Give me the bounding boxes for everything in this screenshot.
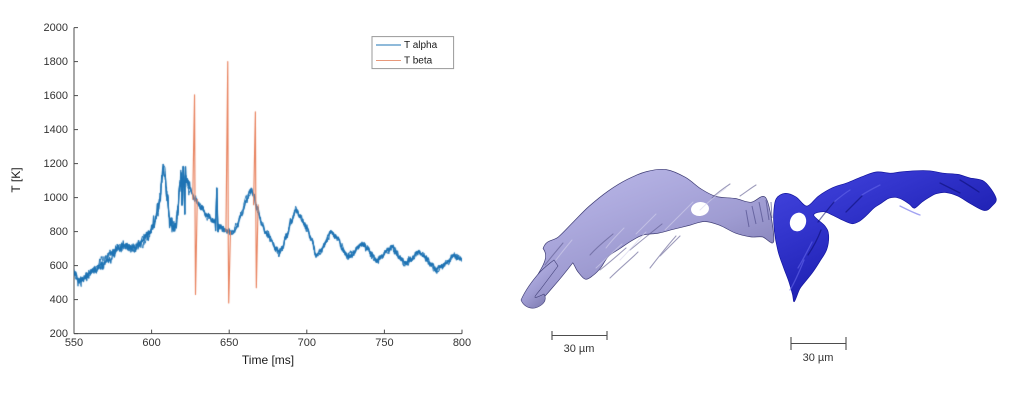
svg-text:30 µm: 30 µm: [564, 343, 595, 355]
svg-text:30 µm: 30 µm: [803, 352, 834, 364]
